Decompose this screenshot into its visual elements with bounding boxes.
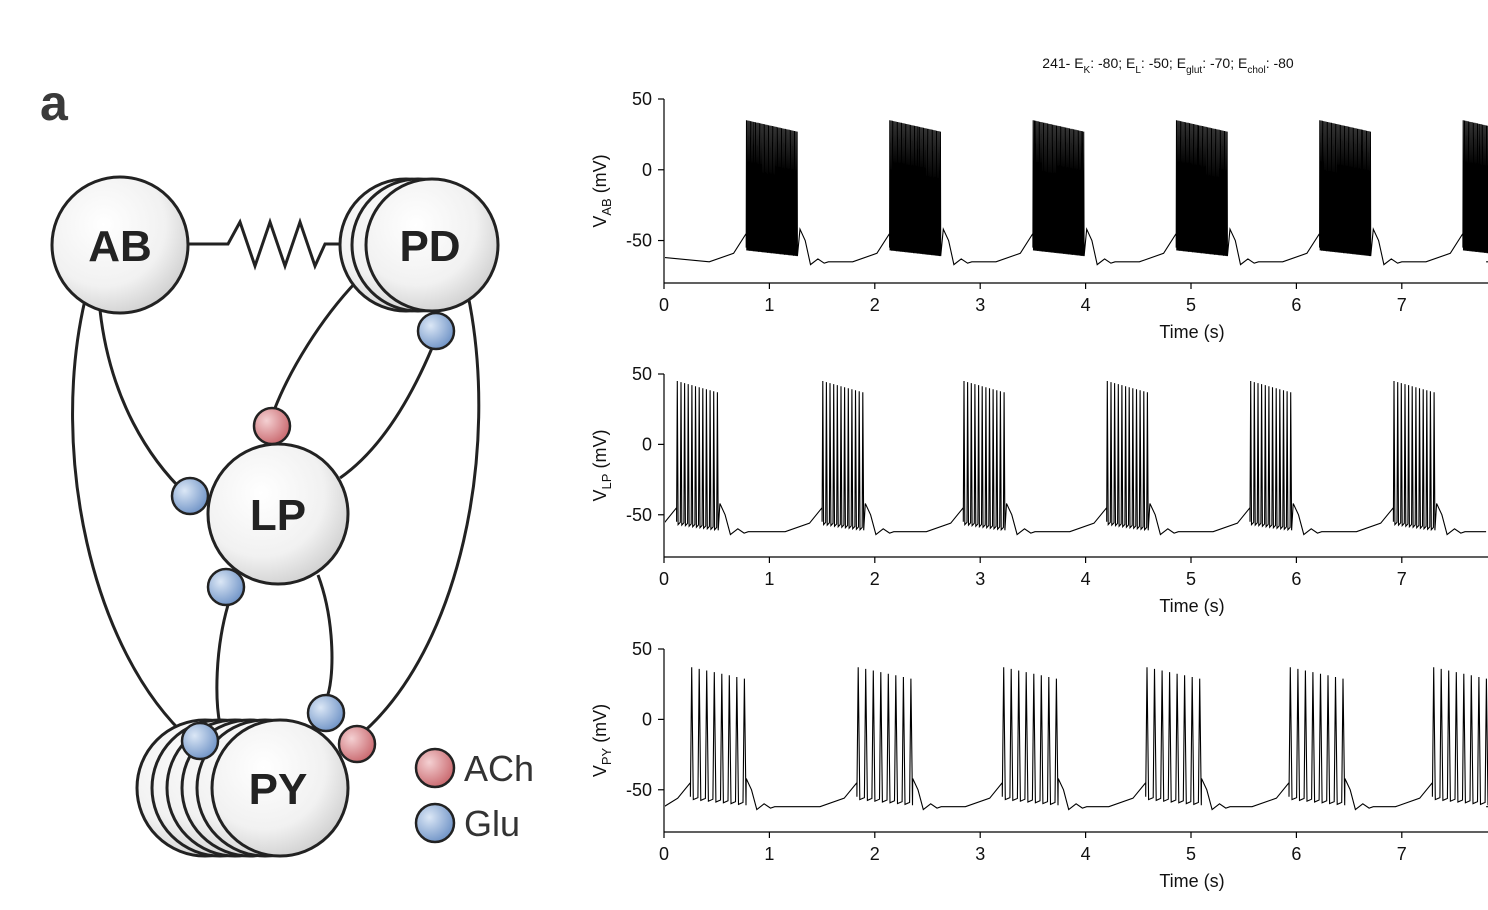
x-axis-label-py: Time (s) [1159, 871, 1224, 891]
synapse-ach-lp-top [252, 406, 292, 446]
y-tick-label-ab: 50 [632, 89, 652, 109]
x-tick-label-ab: 4 [1081, 295, 1091, 315]
neuron-ab: AB [50, 175, 190, 315]
x-tick-label-py: 7 [1397, 844, 1407, 864]
synapse-glu-py-left [180, 721, 220, 761]
connection-lp-py-left [215, 604, 230, 726]
plot-lp: 50 0 -50 0 1 2 3 4 5 6 7 Time (s) VLP (mV) [590, 364, 1488, 616]
x-tick-label-ab: 6 [1291, 295, 1301, 315]
x-tick-label-lp: 7 [1397, 569, 1407, 589]
x-tick-label-lp: 0 [659, 569, 669, 589]
y-tick-label-ab: 0 [642, 160, 652, 180]
x-tick-label-py: 1 [764, 844, 774, 864]
y-tick-label-lp: 0 [642, 434, 652, 454]
trace-py [665, 667, 1488, 811]
y-tick-label-py: 50 [632, 639, 652, 659]
neuron-label-py: PY [249, 765, 308, 814]
connection-lines [71, 280, 481, 742]
x-tick-label-lp: 3 [975, 569, 985, 589]
synapse-ach-py-right [337, 724, 377, 764]
x-tick-label-lp: 5 [1186, 569, 1196, 589]
y-tick-label-lp: 50 [632, 364, 652, 384]
y-tick-label-ab: -50 [626, 231, 652, 251]
y-tick-label-py: -50 [626, 780, 652, 800]
x-tick-label-ab: 3 [975, 295, 985, 315]
chart-title: 241- EK: -80; EL: -50; Eglut: -70; Echol… [1042, 55, 1294, 76]
trace-ab [665, 120, 1488, 266]
x-tick-label-ab: 7 [1397, 295, 1407, 315]
synapse-glu-pd [416, 311, 456, 351]
connection-pd-py [359, 294, 481, 737]
synapse-glu-lp-bottom [206, 567, 246, 607]
x-tick-label-ab: 0 [659, 295, 669, 315]
plot-ab: 50 0 -50 0 1 2 3 4 5 6 7 Time (s) VAB (mV) [590, 89, 1488, 342]
neuron-label-ab: AB [88, 222, 152, 271]
x-tick-label-py: 2 [870, 844, 880, 864]
x-tick-label-lp: 6 [1291, 569, 1301, 589]
x-tick-label-lp: 2 [870, 569, 880, 589]
x-tick-label-py: 5 [1186, 844, 1196, 864]
x-tick-label-py: 0 [659, 844, 669, 864]
panel-letter: a [40, 75, 68, 131]
trace-lp [665, 380, 1487, 536]
connection-lp-py-right [316, 574, 334, 701]
connection-ab-lp [98, 309, 188, 496]
x-axis-label-lp: Time (s) [1159, 596, 1224, 616]
legend-glu-swatch [414, 802, 456, 844]
connection-pd-lp-glu [339, 347, 434, 480]
legend-ach-swatch [414, 747, 456, 789]
y-axis-label-lp: VLP (mV) [590, 430, 614, 502]
plot-py: 50 0 -50 0 1 2 3 4 5 6 7 Time (s) VPY (mV) [590, 639, 1488, 891]
x-tick-label-ab: 5 [1186, 295, 1196, 315]
y-axis-label-py: VPY (mV) [590, 704, 614, 777]
x-tick-label-py: 4 [1081, 844, 1091, 864]
x-tick-label-py: 3 [975, 844, 985, 864]
neuron-py: PY [135, 718, 350, 858]
electrical-coupling [188, 217, 345, 271]
synapse-glu-lp-left [170, 476, 210, 516]
connection-pd-lp-ach [273, 280, 358, 409]
y-tick-label-lp: -50 [626, 505, 652, 525]
connection-ab-py [71, 299, 192, 742]
x-tick-label-ab: 2 [870, 295, 880, 315]
neuron-pd: PD [338, 177, 500, 313]
neuron-lp: LP [206, 442, 350, 586]
y-tick-label-py: 0 [642, 709, 652, 729]
legend-ach-label: ACh [464, 748, 534, 789]
legend-glu-label: Glu [464, 803, 520, 844]
y-axis-label-ab: VAB (mV) [590, 154, 614, 227]
synapse-glu-py-right [306, 693, 346, 733]
x-tick-label-ab: 1 [764, 295, 774, 315]
x-tick-label-lp: 1 [764, 569, 774, 589]
network-diagram: PD AB LP PY [50, 175, 534, 858]
neuron-label-pd: PD [399, 222, 460, 271]
x-tick-label-py: 6 [1291, 844, 1301, 864]
synapses [170, 311, 456, 764]
neuron-label-lp: LP [250, 491, 306, 540]
x-tick-label-lp: 4 [1081, 569, 1091, 589]
x-axis-label-ab: Time (s) [1159, 322, 1224, 342]
legend: ACh Glu [414, 747, 534, 844]
